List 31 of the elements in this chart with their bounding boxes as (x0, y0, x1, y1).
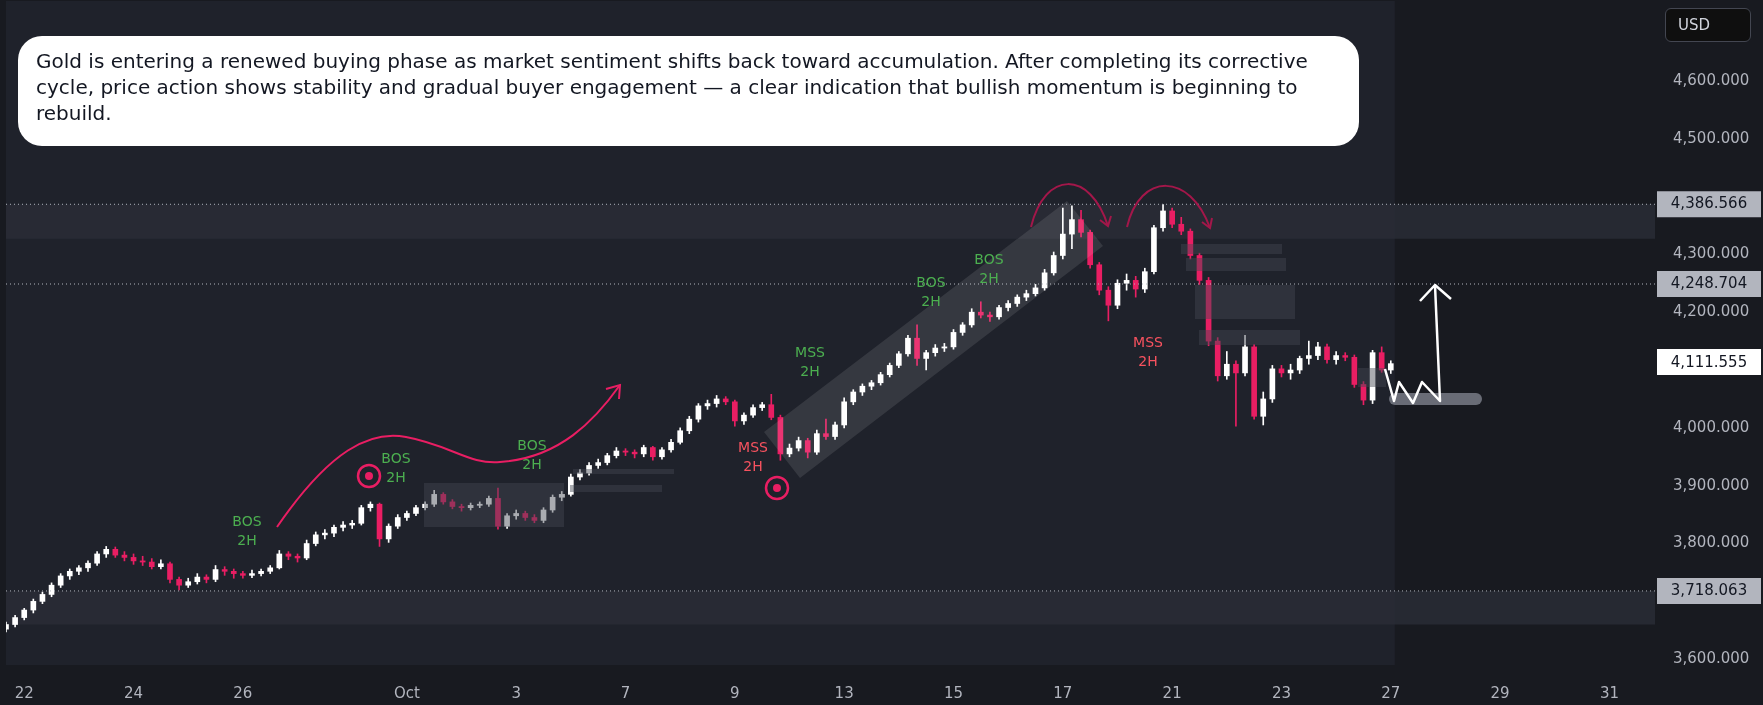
x-tick-label: 26 (233, 683, 253, 702)
annotation: BOS 2H (381, 449, 411, 487)
ref-line-label: 4,386.566 (1670, 194, 1748, 213)
x-tick-label: 15 (943, 683, 964, 702)
text: 4,111.555 (1657, 349, 1761, 375)
x-tick-label: 3 (511, 683, 521, 702)
y-tick-label: 4,000.000 (1673, 417, 1750, 436)
x-tick-label: 13 (834, 683, 854, 702)
y-tick-label: 3,900.000 (1673, 475, 1750, 494)
y-tick-label: 3,800.000 (1673, 533, 1750, 552)
ref-line-label: 3,718.063 (1670, 580, 1748, 599)
x-tick-label: 27 (1381, 683, 1401, 702)
ref-line-label: 4,248.704 (1670, 273, 1748, 292)
x-tick-label: 7 (620, 683, 631, 702)
callout-box: Gold is entering a renewed buying phase as market sentiment shifts back toward accumulation. After completing its corrective cycle, price action shows stability and gradual buyer engagement — a clear indication that bullish momentum is beginning to rebuild. (18, 36, 1359, 146)
annotation: BOS 2H (232, 512, 262, 550)
x-tick-label: 24 (124, 683, 144, 702)
y-tick-label: 3,600.000 (1673, 649, 1750, 668)
y-tick-label: 4,200.000 (1673, 302, 1750, 321)
x-tick-label: 17 (1053, 683, 1073, 702)
x-tick-label: 31 (1599, 683, 1619, 702)
x-tick-label: 29 (1490, 683, 1510, 702)
x-tick-label: 23 (1271, 683, 1292, 702)
x-tick-label: 9 (730, 683, 740, 702)
x-tick-label: 21 (1162, 683, 1182, 702)
y-tick-label: 4,500.000 (1673, 128, 1750, 147)
y-tick-label: 4,300.000 (1673, 244, 1750, 263)
x-tick-label: 22 (14, 683, 34, 702)
y-tick-label: 4,600.000 (1673, 70, 1750, 89)
y-axis-title: USD (1665, 8, 1751, 42)
x-tick-label: Oct (393, 683, 420, 702)
